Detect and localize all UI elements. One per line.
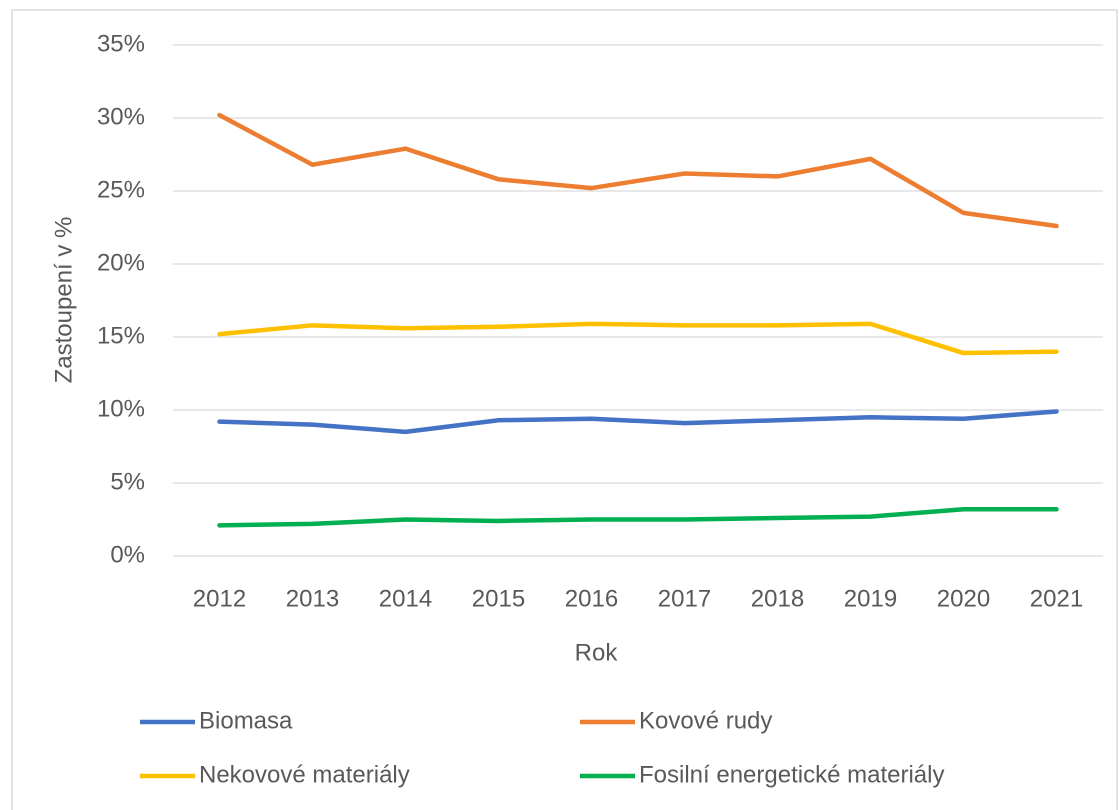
x-tick-label: 2021 <box>1030 585 1083 612</box>
y-axis-title: Zastoupení v % <box>50 217 77 384</box>
y-tick-label: 5% <box>110 468 145 495</box>
y-tick-label: 15% <box>97 322 145 349</box>
x-tick-label: 2015 <box>472 585 525 612</box>
x-tick-label: 2016 <box>565 585 618 612</box>
legend-label: Kovové rudy <box>639 707 772 734</box>
x-tick-label: 2013 <box>286 585 339 612</box>
x-tick-label: 2019 <box>844 585 897 612</box>
series-line <box>217 112 1059 229</box>
legend-label: Biomasa <box>199 707 293 734</box>
x-tick-label: 2017 <box>658 585 711 612</box>
legend-label: Nekovové materiály <box>199 761 410 788</box>
legend-label: Fosilní energetické materiály <box>639 761 944 788</box>
series-line <box>217 321 1059 356</box>
y-tick-label: 10% <box>97 395 145 422</box>
y-tick-label: 30% <box>97 103 145 130</box>
x-axis-title: Rok <box>575 639 619 666</box>
x-tick-label: 2018 <box>751 585 804 612</box>
y-tick-label: 25% <box>97 176 145 203</box>
y-tick-label: 35% <box>97 30 145 57</box>
series-line <box>217 507 1059 528</box>
x-tick-label: 2020 <box>937 585 990 612</box>
y-tick-label: 20% <box>97 249 145 276</box>
x-tick-label: 2014 <box>379 585 432 612</box>
x-tick-label: 2012 <box>193 585 246 612</box>
series-line <box>217 409 1059 435</box>
y-tick-label: 0% <box>110 541 145 568</box>
